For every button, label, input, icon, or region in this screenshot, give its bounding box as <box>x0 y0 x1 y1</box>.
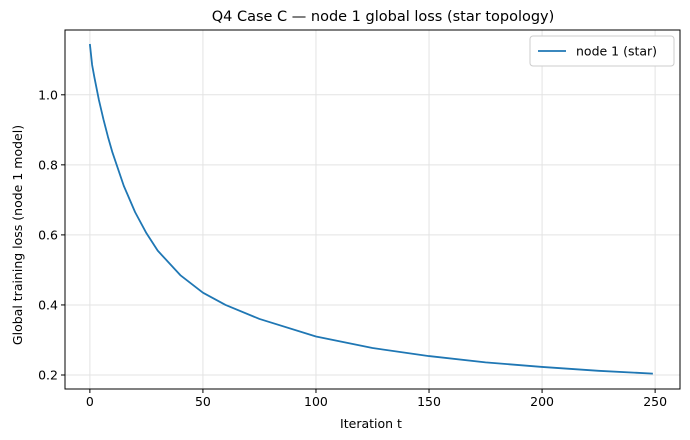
x-tick-label: 200 <box>530 394 554 409</box>
axes-ticks: 0 50 100 150 200 250 0.2 0.4 0.6 0.8 1.0 <box>38 87 667 409</box>
x-tick-label: 0 <box>86 394 94 409</box>
x-axis-label: Iteration t <box>340 416 402 431</box>
y-tick-label: 0.6 <box>38 227 58 242</box>
legend-box <box>529 35 675 67</box>
x-tick-label: 150 <box>417 394 441 409</box>
plot-area <box>88 43 653 375</box>
chart-title: Q4 Case C — node 1 global loss (star top… <box>212 9 555 25</box>
plot-frame <box>64 29 681 390</box>
y-tick-label: 0.8 <box>38 157 58 172</box>
y-tick-label: 0.4 <box>38 297 58 312</box>
legend-label: node 1 (star) <box>576 44 657 59</box>
y-axis-label: Global training loss (node 1 model) <box>10 125 25 345</box>
x-tick-label: 250 <box>643 394 667 409</box>
legend: node 1 (star) <box>529 35 675 67</box>
y-tick-label: 0.2 <box>38 367 58 382</box>
grid <box>65 30 680 389</box>
x-tick-label: 50 <box>195 394 211 409</box>
x-tick-label: 100 <box>304 394 328 409</box>
series-line <box>88 43 653 375</box>
y-tick-label: 1.0 <box>38 87 58 102</box>
